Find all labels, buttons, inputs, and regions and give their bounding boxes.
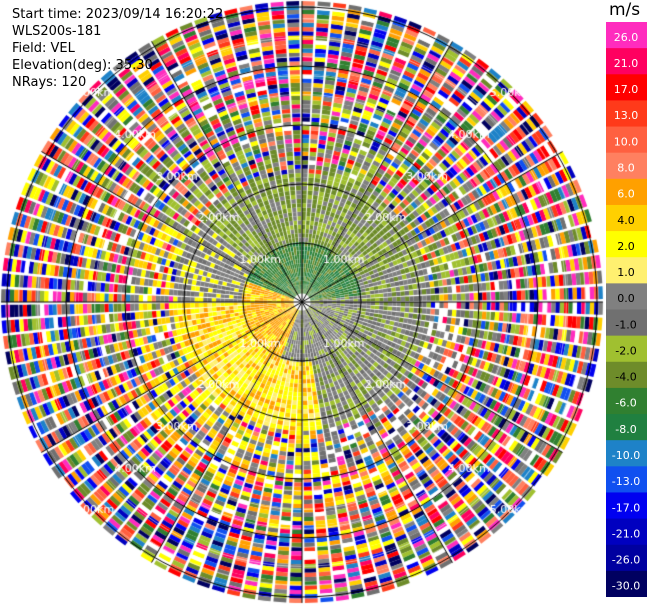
- colorbar: 26.0 21.0 17.0 13.0 10.0 8.0 6.0 4.0 2.0 1.0 0.0 -1…: [606, 22, 647, 597]
- colorbar-tick-label: -2.0: [615, 344, 636, 357]
- colorbar-segment: [606, 126, 647, 154]
- colorbar-segment: [606, 204, 647, 232]
- colorbar-tick-label: -21.0: [612, 527, 640, 540]
- colorbar-unit-label: m/s: [609, 0, 641, 20]
- start-time-text: Start time: 2023/09/14 16:20:22: [12, 7, 224, 22]
- colorbar-segment: [606, 100, 647, 128]
- colorbar-segment: [606, 22, 647, 49]
- colorbar-segment: [606, 152, 647, 180]
- colorbar-segment: [606, 309, 647, 337]
- colorbar-tick-label: 6.0: [617, 188, 635, 201]
- colorbar-segment: [606, 178, 647, 206]
- colorbar-tick-label: 2.0: [617, 240, 635, 253]
- colorbar-tick-label: -17.0: [612, 501, 640, 514]
- colorbar-segment: [606, 570, 647, 597]
- colorbar-tick-label: 8.0: [617, 162, 635, 175]
- colorbar-tick-label: 4.0: [617, 214, 635, 227]
- field-text: Field: VEL: [12, 41, 75, 56]
- colorbar-tick-label: 26.0: [614, 31, 639, 44]
- colorbar-tick-label: 0.0: [617, 292, 635, 305]
- colorbar-segment: [606, 231, 647, 258]
- colorbar-segment: [606, 414, 647, 441]
- colorbar-segment: [606, 48, 647, 75]
- instrument-name-text: WLS200s-181: [12, 24, 102, 39]
- colorbar-tick-label: -10.0: [612, 449, 640, 462]
- colorbar-segment: [606, 335, 647, 363]
- colorbar-segment: [606, 257, 647, 284]
- colorbar-segment: [606, 466, 647, 493]
- colorbar-tick-label: 17.0: [614, 83, 639, 96]
- colorbar-segment: [606, 440, 647, 467]
- colorbar-segment: [606, 518, 647, 546]
- colorbar-tick-label: -6.0: [615, 397, 636, 410]
- colorbar-segment: [606, 387, 647, 415]
- colorbar-segment: [606, 492, 647, 520]
- colorbar-segment: [606, 74, 647, 101]
- colorbar-tick-label: -30.0: [612, 580, 640, 593]
- colorbar-segment: [606, 544, 647, 572]
- colorbar-tick-label: 10.0: [614, 135, 639, 148]
- colorbar-tick-label: 13.0: [614, 109, 639, 122]
- colorbar-tick-label: -13.0: [612, 475, 640, 488]
- colorbar-tick-label: -26.0: [612, 554, 640, 567]
- colorbar-tick-label: -8.0: [615, 423, 636, 436]
- nrays-text: NRays: 120: [12, 75, 87, 90]
- colorbar-segment: [606, 283, 647, 310]
- colorbar-tick-label: 21.0: [614, 57, 639, 70]
- colorbar-tick-label: -1.0: [615, 318, 636, 331]
- colorbar-tick-label: 1.0: [617, 266, 635, 279]
- colorbar-segment: [606, 361, 647, 389]
- colorbar-tick-label: -4.0: [615, 371, 636, 384]
- elevation-text: Elevation(deg): 35.30: [12, 58, 153, 73]
- scan-info-block: Start time: 2023/09/14 16:20:22 WLS200s-…: [12, 6, 223, 91]
